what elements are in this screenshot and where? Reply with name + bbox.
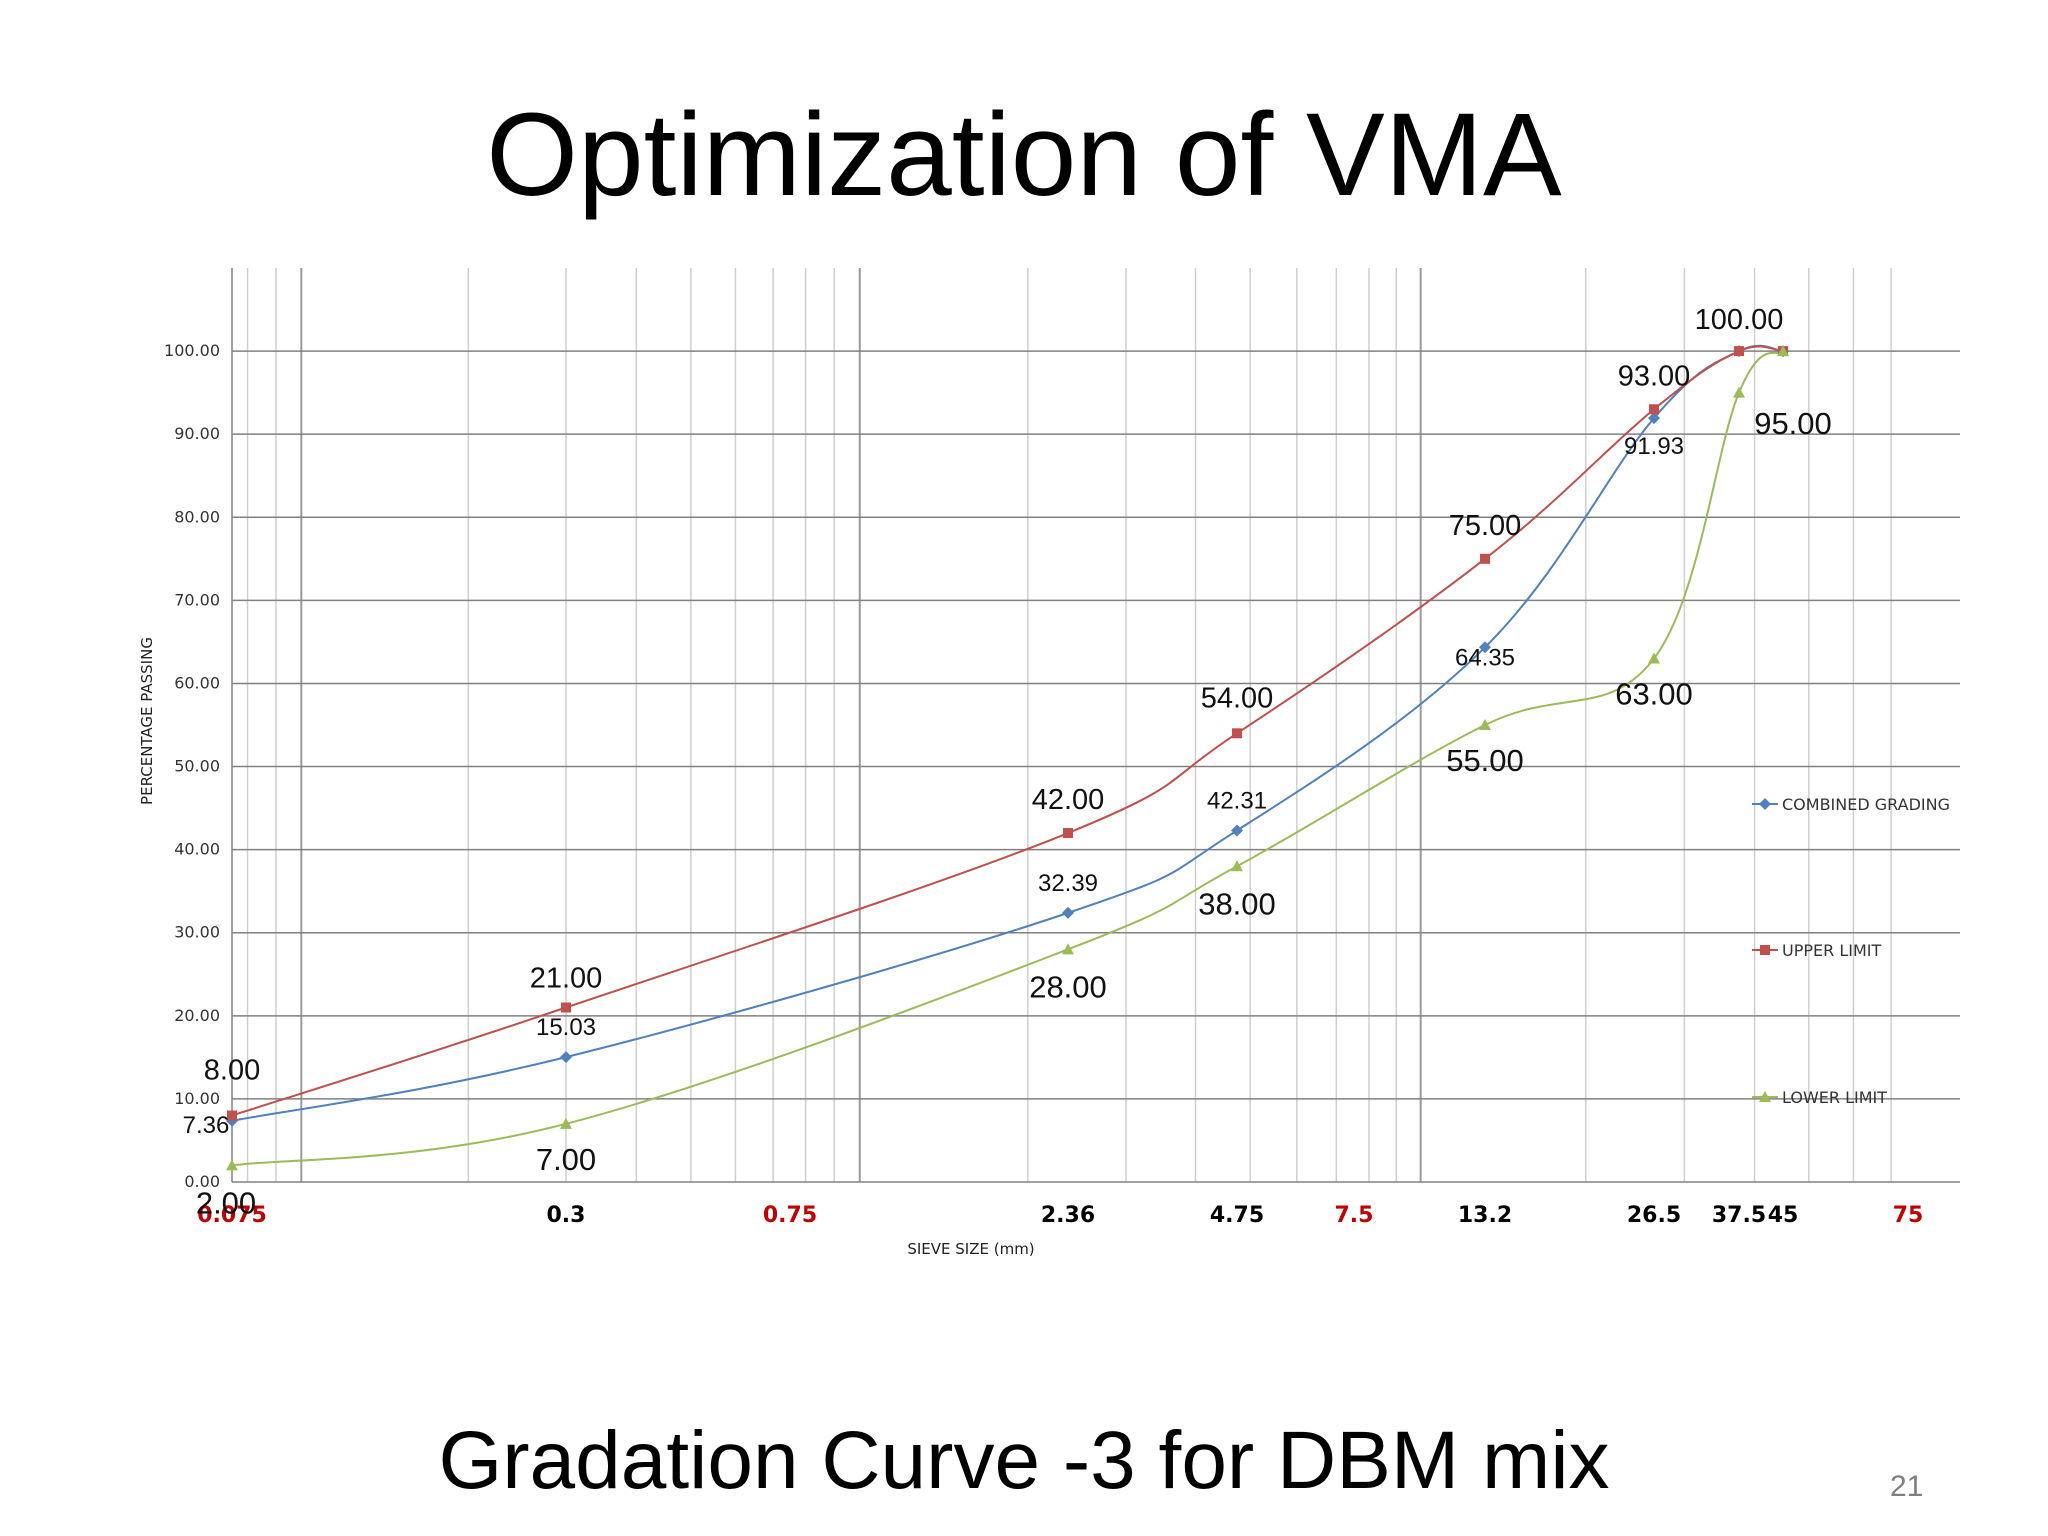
data-point — [1734, 346, 1744, 357]
y-axis-title: PERCENTAGE PASSING — [138, 637, 156, 805]
slide-number: 21 — [1890, 1470, 1924, 1503]
data-label: 2.00 — [196, 1185, 256, 1220]
y-tick-label: 50.00 — [174, 757, 220, 776]
data-labels: 7.36 15.03 32.39 42.31 64.35 91.93 8.00 21.00 42… — [183, 304, 1832, 1220]
data-label: 28.00 — [1029, 969, 1107, 1004]
data-point — [560, 1117, 572, 1129]
series-line-lower-limit — [231, 350, 1784, 1167]
x-tick-label: 75 — [1893, 1203, 1924, 1228]
series-line-upper-limit — [231, 345, 1784, 1117]
y-tick-label: 20.00 — [174, 1006, 220, 1025]
legend-marker — [1760, 945, 1770, 955]
data-point — [227, 1110, 237, 1121]
y-tick-label: 100.00 — [164, 341, 220, 360]
x-tick-label: 45 — [1768, 1203, 1799, 1228]
data-point — [1479, 641, 1491, 654]
legend-entry: COMBINED GRADING — [1782, 795, 1950, 814]
series-line-combined-grading — [231, 344, 1784, 1122]
data-label: 15.03 — [536, 1014, 596, 1041]
x-tick-label: 2.36 — [1041, 1203, 1095, 1228]
data-label: 91.93 — [1624, 433, 1684, 460]
y-tick-label: 80.00 — [174, 507, 220, 526]
data-label: 8.00 — [204, 1055, 260, 1087]
legend: COMBINED GRADING UPPER LIMIT LOWER LIMIT — [1752, 795, 1950, 1107]
x-tick-label: 7.5 — [1335, 1203, 1374, 1228]
data-label: 32.39 — [1038, 870, 1098, 897]
data-label: 75.00 — [1449, 510, 1522, 542]
data-point — [1062, 943, 1074, 955]
data-point — [1777, 345, 1789, 357]
data-label: 21.00 — [530, 963, 603, 995]
y-tick-label: 60.00 — [174, 673, 220, 692]
data-label: 64.35 — [1455, 644, 1515, 671]
series-lines — [231, 344, 1784, 1167]
data-label: 38.00 — [1198, 886, 1276, 921]
legend-entry: UPPER LIMIT — [1782, 941, 1881, 960]
x-tick-label: 0.75 — [763, 1203, 817, 1228]
legend-entry: LOWER LIMIT — [1782, 1088, 1887, 1107]
data-label: 7.36 — [183, 1112, 230, 1139]
data-label: 7.00 — [536, 1142, 596, 1177]
data-point — [1648, 652, 1660, 664]
data-point — [560, 1051, 572, 1064]
data-point — [561, 1002, 571, 1013]
y-tick-label: 0.00 — [184, 1172, 220, 1191]
data-point — [1231, 824, 1243, 837]
slide-title: Optimization of VMA — [486, 89, 1562, 221]
data-point — [1649, 404, 1659, 415]
x-tick-label: 0.075 — [197, 1203, 267, 1228]
data-label: 42.00 — [1032, 784, 1105, 816]
x-tick-label: 13.2 — [1458, 1203, 1512, 1228]
data-label: 55.00 — [1446, 743, 1524, 778]
y-tick-label: 30.00 — [174, 923, 220, 942]
data-label: 95.00 — [1754, 406, 1832, 441]
data-point — [1479, 719, 1491, 730]
data-point — [1062, 906, 1074, 919]
data-point — [1231, 860, 1243, 872]
legend-marker — [1759, 798, 1771, 810]
x-axis-title: SIEVE SIZE (mm) — [907, 1240, 1034, 1258]
x-tick-label: 37.5 — [1712, 1203, 1766, 1228]
x-tick-label: 4.75 — [1210, 1203, 1264, 1228]
axes: 0.00 10.00 20.00 30.00 40.00 50.00 60.00 70.00 8… — [138, 268, 1923, 1258]
data-point — [1648, 412, 1660, 425]
data-point — [1232, 728, 1242, 739]
y-tick-label: 90.00 — [174, 424, 220, 443]
legend-marker — [1759, 1091, 1771, 1102]
x-tick-label: 0.3 — [547, 1203, 586, 1228]
y-tick-label: 70.00 — [174, 590, 220, 609]
x-tick-label: 26.5 — [1627, 1203, 1681, 1228]
data-label: 100.00 — [1695, 304, 1784, 336]
data-point — [1480, 553, 1490, 564]
data-point — [1063, 828, 1073, 839]
data-markers — [226, 345, 1789, 1171]
slide-caption: Gradation Curve -3 for DBM mix — [438, 1415, 1610, 1506]
data-label: 93.00 — [1618, 360, 1691, 392]
data-label: 54.00 — [1201, 682, 1274, 714]
data-point — [1733, 386, 1745, 398]
data-label: 42.31 — [1207, 787, 1267, 814]
grid-lines — [232, 268, 1960, 1183]
y-tick-label: 10.00 — [174, 1089, 220, 1108]
data-label: 63.00 — [1615, 677, 1693, 712]
data-point — [226, 1159, 238, 1171]
y-tick-label: 40.00 — [174, 840, 220, 859]
